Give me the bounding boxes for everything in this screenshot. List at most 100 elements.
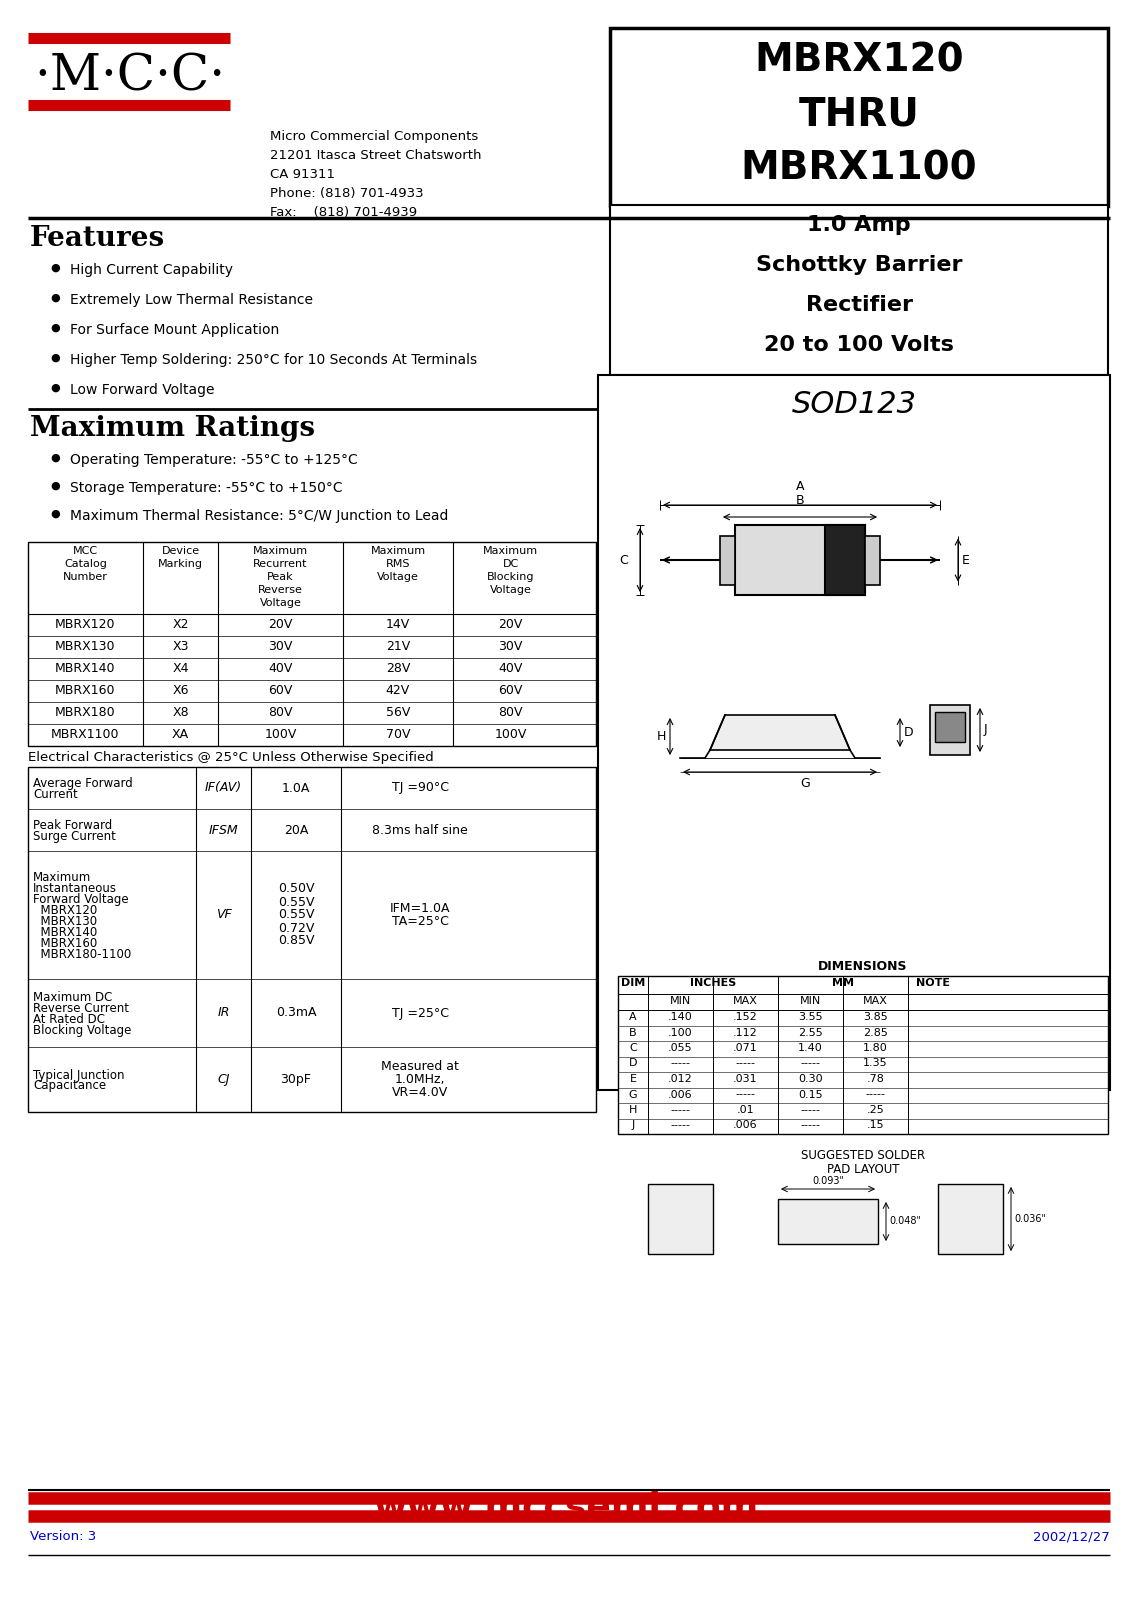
Text: MBRX120: MBRX120 — [755, 42, 964, 80]
Text: 0.30: 0.30 — [798, 1074, 823, 1085]
Text: 40V: 40V — [269, 662, 292, 675]
Text: Voltage: Voltage — [489, 586, 531, 595]
Text: 0.093": 0.093" — [812, 1176, 844, 1186]
Text: www.mccsemi.com: www.mccsemi.com — [374, 1490, 759, 1523]
Text: D: D — [629, 1059, 637, 1069]
Text: B: B — [795, 494, 804, 507]
Text: MBRX160: MBRX160 — [33, 938, 97, 950]
Text: 0.72V: 0.72V — [278, 922, 314, 934]
Text: Micro Commercial Components: Micro Commercial Components — [270, 130, 478, 142]
Text: CA 91311: CA 91311 — [270, 168, 335, 181]
Text: DC: DC — [502, 558, 519, 570]
Text: MBRX120: MBRX120 — [33, 904, 97, 917]
Text: A: A — [629, 1013, 637, 1022]
Text: 100V: 100V — [494, 728, 527, 741]
Text: Catalog: Catalog — [65, 558, 107, 570]
Text: Features: Features — [29, 226, 165, 251]
Text: MBRX120: MBRX120 — [56, 618, 116, 630]
Text: Operating Temperature: -55°C to +125°C: Operating Temperature: -55°C to +125°C — [70, 453, 358, 467]
Text: ●: ● — [50, 382, 60, 394]
Text: 1.0MHz,: 1.0MHz, — [394, 1074, 445, 1086]
Text: 1.0 Amp: 1.0 Amp — [807, 214, 911, 235]
Text: For Surface Mount Application: For Surface Mount Application — [70, 323, 279, 338]
Text: Average Forward: Average Forward — [33, 778, 133, 790]
Text: MBRX180: MBRX180 — [56, 706, 116, 718]
Text: .006: .006 — [733, 1120, 758, 1131]
Text: C: C — [620, 554, 628, 566]
Text: 60V: 60V — [499, 685, 522, 698]
Text: Version: 3: Version: 3 — [29, 1530, 96, 1542]
Text: SOD123: SOD123 — [792, 390, 917, 419]
Text: -----: ----- — [801, 1120, 820, 1131]
Text: Electrical Characteristics @ 25°C Unless Otherwise Specified: Electrical Characteristics @ 25°C Unless… — [28, 750, 434, 765]
Text: INCHES: INCHES — [690, 978, 736, 987]
Text: Marking: Marking — [157, 558, 203, 570]
Polygon shape — [710, 715, 850, 750]
Text: 8.3ms half sine: 8.3ms half sine — [372, 824, 468, 837]
Text: B: B — [629, 1027, 637, 1037]
Text: Capacitance: Capacitance — [33, 1080, 107, 1093]
Text: ●: ● — [50, 509, 60, 518]
Text: Maximum DC: Maximum DC — [33, 990, 112, 1005]
Text: .01: .01 — [736, 1106, 755, 1115]
Text: IF(AV): IF(AV) — [205, 781, 242, 795]
Text: Higher Temp Soldering: 250°C for 10 Seconds At Terminals: Higher Temp Soldering: 250°C for 10 Seco… — [70, 354, 477, 366]
Text: MM: MM — [832, 978, 854, 987]
Text: 0.048": 0.048" — [889, 1216, 921, 1227]
Text: VR=4.0V: VR=4.0V — [392, 1086, 449, 1099]
Text: .055: .055 — [668, 1043, 692, 1053]
Text: D: D — [904, 726, 913, 739]
Text: 14V: 14V — [386, 618, 410, 630]
Text: -----: ----- — [801, 1059, 820, 1069]
Bar — [778, 1198, 878, 1245]
Bar — [938, 1184, 1003, 1254]
Text: IFSM: IFSM — [208, 824, 238, 837]
Text: Maximum: Maximum — [483, 546, 538, 557]
Text: MBRX130: MBRX130 — [33, 915, 97, 928]
Text: MIN: MIN — [670, 995, 691, 1006]
Text: MBRX130: MBRX130 — [56, 640, 116, 653]
Text: H: H — [629, 1106, 637, 1115]
Text: Reverse: Reverse — [258, 586, 303, 595]
Text: Phone: (818) 701-4933: Phone: (818) 701-4933 — [270, 187, 424, 200]
Text: Instantaneous: Instantaneous — [33, 882, 117, 894]
Text: -----: ----- — [671, 1059, 690, 1069]
Text: At Rated DC: At Rated DC — [33, 1013, 105, 1026]
Text: CJ: CJ — [218, 1074, 230, 1086]
Text: Storage Temperature: -55°C to +150°C: Storage Temperature: -55°C to +150°C — [70, 482, 342, 494]
Text: PAD LAYOUT: PAD LAYOUT — [827, 1163, 900, 1176]
Bar — [864, 536, 880, 584]
Text: 28V: 28V — [386, 662, 410, 675]
Text: 42V: 42V — [386, 685, 410, 698]
Text: MBRX1100: MBRX1100 — [741, 150, 978, 187]
Text: RMS: RMS — [385, 558, 410, 570]
Text: G: G — [800, 778, 810, 790]
Text: .006: .006 — [668, 1090, 692, 1099]
Text: MIN: MIN — [800, 995, 821, 1006]
Text: 2.55: 2.55 — [798, 1027, 823, 1037]
Text: .78: .78 — [867, 1074, 885, 1085]
Text: DIM: DIM — [621, 978, 645, 987]
Bar — [825, 525, 864, 595]
Text: 0.15: 0.15 — [798, 1090, 823, 1099]
Text: Blocking Voltage: Blocking Voltage — [33, 1024, 131, 1037]
Text: 80V: 80V — [269, 706, 292, 718]
Text: MAX: MAX — [863, 995, 888, 1006]
Text: Voltage: Voltage — [377, 573, 419, 582]
Text: NOTE: NOTE — [915, 978, 949, 987]
Text: 0.55V: 0.55V — [278, 909, 314, 922]
Text: C: C — [629, 1043, 637, 1053]
Text: 1.0A: 1.0A — [282, 781, 310, 795]
Text: J: J — [983, 723, 988, 736]
Text: 0.55V: 0.55V — [278, 896, 314, 909]
Text: 2.85: 2.85 — [863, 1027, 888, 1037]
Bar — [28, 542, 596, 746]
Text: MBRX160: MBRX160 — [56, 685, 116, 698]
Text: E: E — [630, 1074, 637, 1085]
Text: IR: IR — [218, 1006, 230, 1019]
Text: 56V: 56V — [386, 706, 410, 718]
Text: TJ =25°C: TJ =25°C — [392, 1006, 449, 1019]
Text: 0.036": 0.036" — [1014, 1214, 1046, 1224]
Text: Maximum: Maximum — [33, 870, 92, 883]
Text: 21V: 21V — [386, 640, 410, 653]
